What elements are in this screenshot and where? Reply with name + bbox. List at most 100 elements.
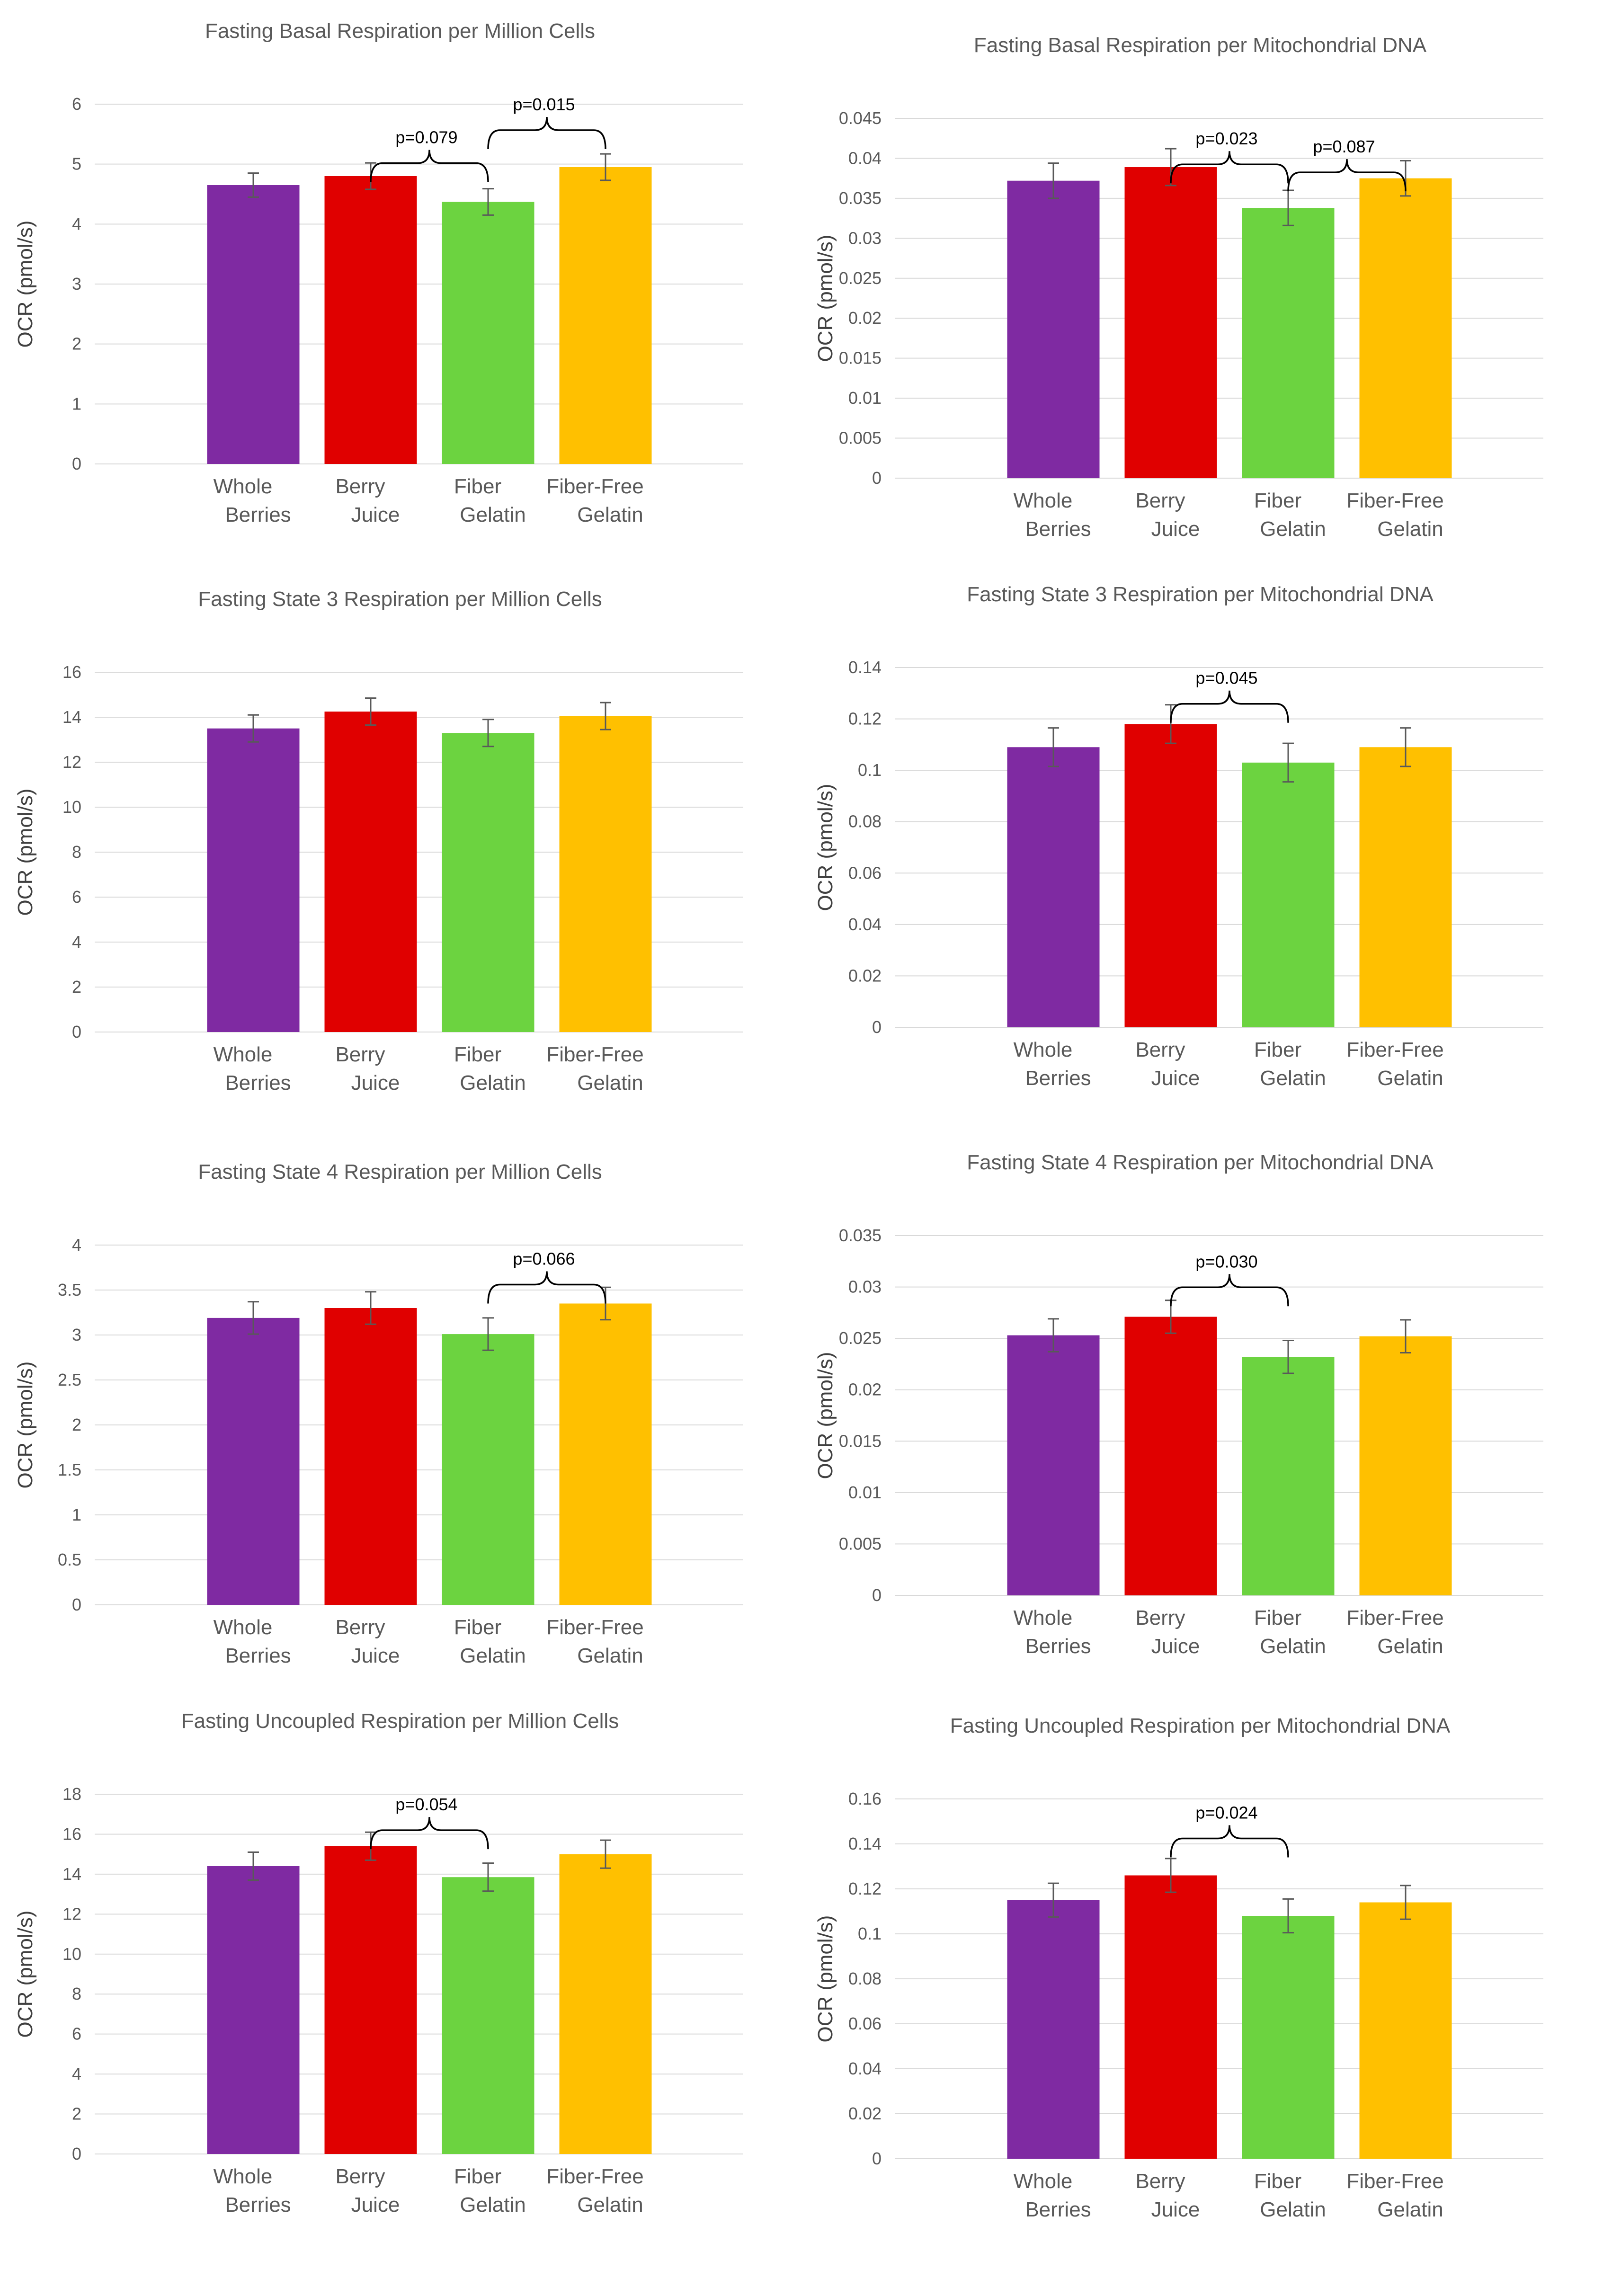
y-tick-label: 0.04 [848, 2059, 882, 2078]
y-tick-label: 0.06 [848, 2014, 882, 2033]
bar [324, 1846, 417, 2154]
x-tick-label: Fiber Gelatin [454, 1043, 526, 1095]
y-tick-label: 0.08 [848, 812, 882, 831]
y-tick-label: 12 [62, 1904, 81, 1923]
y-tick-label: 0 [72, 1022, 81, 1041]
y-tick-label: 0.045 [839, 108, 882, 128]
p-value-label: p=0.066 [513, 1249, 575, 1269]
x-tick-label: Berry Juice [1135, 489, 1200, 541]
x-tick-label: Fiber-Free Gelatin [546, 2165, 643, 2216]
chart-panel: Fasting Basal Respiration per Mitochondr… [805, 24, 1591, 592]
chart-title: Fasting Basal Respiration per Mitochondr… [974, 34, 1427, 57]
bar [1007, 747, 1100, 1027]
y-tick-label: 4 [72, 2064, 81, 2083]
y-tick-label: 0.02 [848, 308, 882, 328]
x-tick-label: Fiber-Free Gelatin [546, 1616, 643, 1667]
y-tick-label: 0.02 [848, 1380, 882, 1399]
bar [559, 1854, 652, 2154]
x-tick-label: Whole Berries [214, 1616, 291, 1667]
x-tick-label: Whole Berries [1014, 2170, 1091, 2221]
p-value-label: p=0.030 [1195, 1252, 1257, 1271]
bar [1242, 762, 1335, 1027]
x-tick-label: Fiber-Free Gelatin [1346, 1606, 1443, 1658]
y-tick-label: 4 [72, 932, 81, 952]
x-tick-label: Berry Juice [335, 2165, 400, 2216]
y-tick-label: 18 [62, 1784, 81, 1804]
y-axis-label: OCR (pmol/s) [814, 235, 837, 362]
significance-bracket [487, 116, 606, 150]
x-tick-label: Fiber Gelatin [1254, 1606, 1326, 1658]
y-tick-label: 16 [62, 662, 81, 682]
y-tick-label: 0.14 [848, 1834, 882, 1853]
bar [1124, 167, 1217, 478]
p-value-label: p=0.054 [395, 1795, 457, 1814]
y-tick-label: 2 [72, 977, 81, 997]
y-tick-label: 0.03 [848, 1277, 882, 1297]
y-tick-label: 8 [72, 1984, 81, 2003]
significance-bracket [1170, 1825, 1289, 1858]
y-tick-label: 12 [62, 752, 81, 772]
p-value-label: p=0.023 [1195, 129, 1257, 148]
significance-bracket [487, 1271, 606, 1304]
y-tick-label: 8 [72, 842, 81, 862]
bar-chart: Fasting Uncoupled Respiration per Mitoch… [814, 1714, 1543, 2221]
y-tick-label: 2 [72, 334, 81, 354]
bar-chart: Fasting State 4 Respiration per Mitochon… [814, 1151, 1543, 1658]
y-tick-label: 0.01 [848, 388, 882, 408]
bar [1359, 747, 1452, 1027]
y-tick-label: 16 [62, 1824, 81, 1843]
bar [1007, 1335, 1100, 1595]
y-tick-label: 5 [72, 154, 81, 174]
bar [1242, 208, 1335, 479]
x-tick-label: Fiber Gelatin [1254, 489, 1326, 541]
y-tick-label: 2 [72, 1415, 81, 1434]
chart-title: Fasting State 4 Respiration per Mitochon… [967, 1151, 1434, 1174]
y-tick-label: 6 [72, 887, 81, 907]
y-tick-label: 0.14 [848, 658, 882, 677]
y-tick-label: 0.1 [858, 760, 882, 780]
y-axis-label: OCR (pmol/s) [14, 1911, 37, 2038]
bar [442, 1877, 534, 2154]
chart-title: Fasting State 3 Respiration per Million … [198, 587, 602, 611]
bar-chart: Fasting Basal Respiration per Million Ce… [14, 19, 743, 526]
y-axis-label: OCR (pmol/s) [14, 789, 37, 916]
bar [1007, 1900, 1100, 2159]
bar-chart: Fasting State 3 Respiration per Million … [14, 587, 743, 1095]
y-tick-label: 10 [62, 797, 81, 817]
x-tick-label: Berry Juice [335, 1043, 400, 1095]
chart-panel: Fasting State 4 Respiration per Million … [5, 1150, 791, 1718]
bar [1124, 1875, 1217, 2159]
y-tick-label: 0.02 [848, 966, 882, 985]
y-tick-label: 0.005 [839, 428, 882, 448]
bar-chart: Fasting Uncoupled Respiration per Millio… [14, 1709, 743, 2216]
bar [559, 716, 652, 1032]
y-tick-label: 0 [72, 1595, 81, 1614]
bar [1124, 1317, 1217, 1595]
x-tick-label: Berry Juice [335, 1616, 400, 1667]
x-tick-label: Fiber-Free Gelatin [1346, 2170, 1443, 2221]
y-tick-label: 10 [62, 1944, 81, 1964]
y-tick-label: 6 [72, 94, 81, 114]
y-tick-label: 2 [72, 2104, 81, 2124]
bar [442, 202, 534, 464]
y-tick-label: 0 [72, 2144, 81, 2163]
x-tick-label: Fiber Gelatin [454, 1616, 526, 1667]
y-axis-label: OCR (pmol/s) [814, 784, 837, 911]
bar [324, 176, 417, 464]
y-tick-label: 0.04 [848, 915, 882, 934]
significance-bracket [1170, 690, 1289, 723]
y-tick-label: 4 [72, 214, 81, 233]
y-tick-label: 0.03 [848, 228, 882, 248]
bar [1359, 178, 1452, 479]
significance-bracket [1170, 1274, 1289, 1307]
bar [1124, 724, 1217, 1027]
p-value-label: p=0.087 [1313, 137, 1375, 156]
p-value-label: p=0.024 [1195, 1803, 1257, 1823]
y-tick-label: 0.06 [848, 863, 882, 882]
x-tick-label: Whole Berries [214, 2165, 291, 2216]
bar [1242, 1357, 1335, 1595]
y-tick-label: 0.5 [58, 1550, 81, 1569]
y-tick-label: 0.16 [848, 1789, 882, 1808]
chart-panel: Fasting Uncoupled Respiration per Mitoch… [805, 1704, 1591, 2272]
